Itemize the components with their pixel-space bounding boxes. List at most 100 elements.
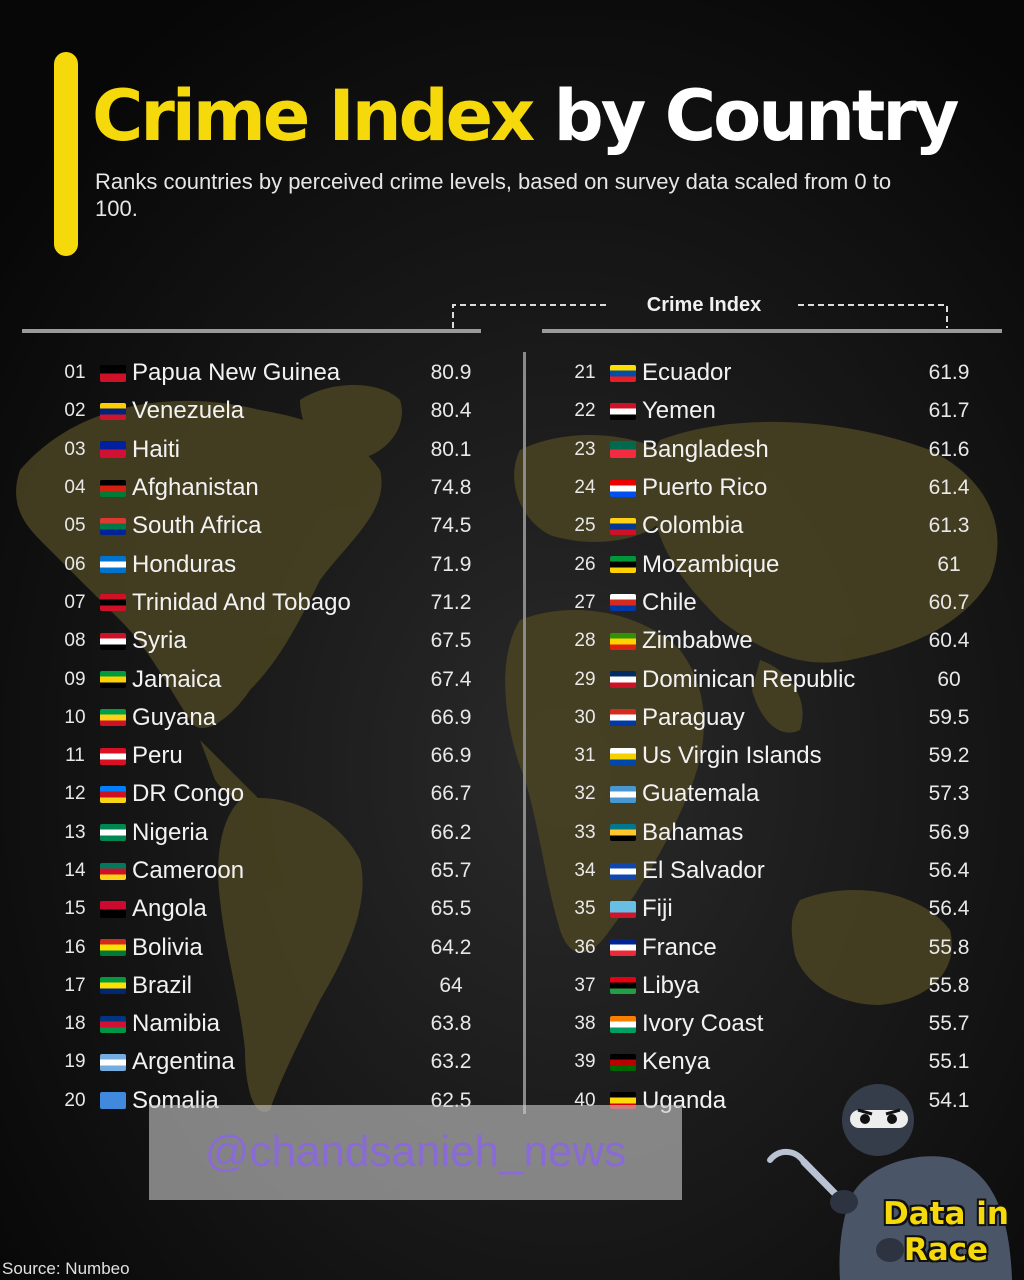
crime-index-value: 74.5	[430, 514, 472, 538]
country-name: Paraguay	[642, 703, 745, 731]
country-name: Haiti	[132, 435, 181, 463]
crime-index-value: 63.2	[430, 1050, 472, 1074]
table-row: 03 Haiti 80.1	[52, 431, 492, 469]
rank-number: 02	[64, 400, 86, 422]
country-name: Puerto Rico	[642, 474, 768, 502]
haiti-flag-icon	[100, 441, 126, 459]
crime-index-value: 67.4	[430, 667, 472, 691]
crime-index-value: 61.3	[928, 514, 970, 538]
crime-index-value: 80.9	[430, 361, 472, 385]
country-name: El Salvador	[642, 857, 765, 884]
nigeria-flag-icon	[100, 824, 126, 842]
table-row: 08 Syria 67.5	[52, 622, 492, 660]
country-name: Us Virgin Islands	[642, 742, 822, 770]
argentina-flag-icon	[100, 1053, 126, 1071]
libya-flag-icon	[610, 977, 636, 995]
brand-line-1: Data in	[883, 1196, 1009, 1232]
rank-number: 35	[574, 898, 596, 920]
rank-number: 13	[64, 821, 86, 843]
table-row: 29 Dominican Republic 60	[562, 660, 982, 698]
table-row: 30 Paraguay 59.5	[562, 699, 982, 737]
table-row: 19 Argentina 63.2	[52, 1043, 492, 1081]
table-row: 39 Kenya 55.1	[562, 1043, 982, 1081]
table-row: 24 Puerto Rico 61.4	[562, 469, 982, 507]
table-row: 15 Angola 65.5	[52, 890, 492, 928]
country-name: Bangladesh	[642, 435, 769, 463]
crime-index-value: 60.7	[928, 590, 970, 614]
crime-index-value: 55.8	[928, 973, 970, 997]
rank-number: 27	[574, 591, 596, 613]
country-name: Peru	[132, 742, 183, 770]
page-subtitle: Ranks countries by perceived crime level…	[95, 169, 892, 221]
rank-number: 14	[64, 860, 86, 881]
rank-number: 32	[574, 783, 596, 805]
colombia-flag-icon	[610, 517, 636, 535]
country-name: Ecuador	[642, 359, 732, 387]
country-name: Kenya	[642, 1048, 711, 1076]
crime-index-value: 65.7	[430, 859, 472, 882]
country-name: Namibia	[132, 1010, 221, 1038]
rank-number: 22	[574, 400, 596, 422]
table-row: 38 Ivory Coast 55.7	[562, 1005, 982, 1043]
rank-number: 09	[64, 668, 86, 690]
country-name: Dominican Republic	[642, 665, 856, 693]
peru-flag-icon	[100, 747, 126, 765]
table-row: 23 Bangladesh 61.6	[562, 431, 982, 469]
rank-number: 30	[574, 706, 596, 728]
angola-flag-icon	[100, 900, 126, 918]
papua-new-guinea-flag-icon	[100, 364, 126, 382]
table-row: 14 Cameroon 65.7	[52, 852, 492, 890]
crime-index-value: 66.9	[430, 705, 472, 729]
crime-index-value: 71.2	[430, 590, 472, 614]
rank-number: 06	[64, 553, 86, 575]
country-name: Trinidad And Tobago	[132, 588, 351, 616]
rank-number: 39	[574, 1051, 596, 1073]
namibia-flag-icon	[100, 1015, 126, 1033]
crime-index-value: 60	[937, 667, 961, 691]
crime-index-value: 61.7	[928, 399, 970, 423]
france-flag-icon	[610, 939, 636, 957]
crime-index-value: 57.3	[928, 782, 970, 806]
crime-index-value: 61.6	[928, 437, 970, 461]
rank-number: 31	[574, 745, 596, 767]
crime-index-value: 80.4	[430, 399, 472, 423]
country-name: Cameroon	[132, 857, 245, 884]
ecuador-flag-icon	[610, 364, 636, 382]
table-row: 02 Venezuela 80.4	[52, 392, 492, 430]
watermark-text: @chandsanieh_news	[204, 1127, 627, 1176]
table-row: 33 Bahamas 56.9	[562, 814, 982, 852]
country-name: Guatemala	[642, 780, 760, 808]
rank-number: 33	[574, 821, 596, 843]
table-row: 18 Namibia 63.8	[52, 1005, 492, 1043]
rank-number: 19	[64, 1051, 86, 1073]
us-virgin-islands-flag-icon	[610, 747, 636, 765]
crime-index-value: 66.7	[430, 782, 472, 806]
crime-index-value: 55.8	[928, 935, 970, 959]
title-highlight: Crime Index	[92, 75, 535, 157]
rank-number: 36	[574, 936, 596, 958]
crime-index-value: 54.1	[928, 1088, 970, 1112]
table-row: 04 Afghanistan 74.8	[52, 469, 492, 507]
country-name: Papua New Guinea	[132, 359, 341, 387]
rank-number: 10	[64, 706, 86, 728]
fiji-flag-icon	[610, 900, 636, 918]
rank-number: 04	[64, 477, 86, 499]
rank-number: 38	[574, 1013, 596, 1035]
paraguay-flag-icon	[610, 709, 636, 727]
dominican-republic-flag-icon	[610, 671, 636, 689]
country-name: Fiji	[642, 895, 673, 923]
country-name: Angola	[132, 895, 207, 923]
crime-index-value: 56.4	[928, 897, 970, 921]
kenya-flag-icon	[610, 1053, 636, 1071]
rank-number: 23	[574, 438, 596, 460]
table-row: 34 El Salvador 56.4	[562, 852, 982, 890]
venezuela-flag-icon	[100, 402, 126, 420]
table-row: 25 Colombia 61.3	[562, 507, 982, 545]
rank-number: 20	[64, 1089, 86, 1111]
guatemala-flag-icon	[610, 785, 636, 803]
crime-index-value: 56.9	[928, 820, 970, 844]
crime-index-value: 60.4	[928, 629, 970, 653]
country-name: Syria	[132, 627, 187, 655]
rank-number: 05	[64, 515, 86, 537]
